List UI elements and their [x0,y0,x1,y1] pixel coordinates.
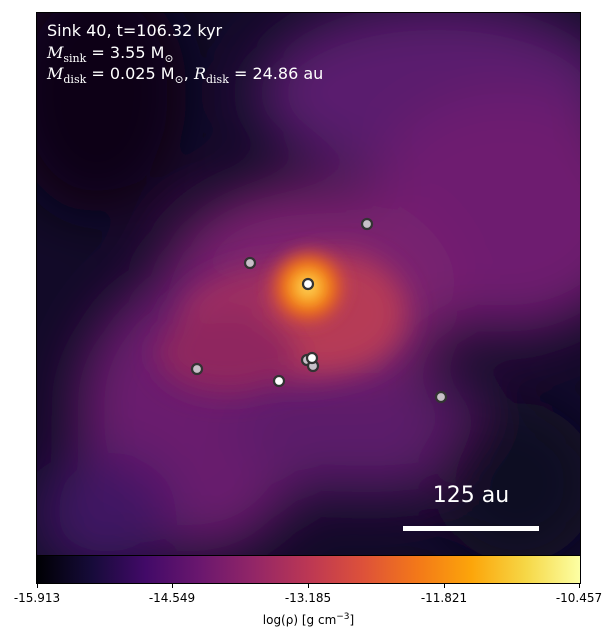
sink-marker [360,217,374,231]
colorbar-tick-label-3: -13.185 [284,591,332,605]
colorbar-gradient [37,556,580,583]
sink-marker [305,351,319,365]
gas-filaments [37,13,580,556]
sink-particles [190,217,448,404]
sink-marker [301,277,315,291]
colorbar-tick-4 [444,583,445,588]
colorbar-tick-label-1: -15.913 [13,591,61,605]
colorbar-tick-2 [172,583,173,588]
density-map [37,13,580,556]
sink-marker [434,390,448,404]
colorbar-tick-1 [37,583,38,588]
scalebar-line [403,526,539,531]
colorbar-tick-3 [308,583,309,588]
colorbar-tick-label-2: -14.549 [148,591,196,605]
colorbar-tick-5 [579,583,580,588]
sink-time-label: Sink 40, t=106.32 kyr [47,21,223,40]
colorbar-tick-label-4: -11.821 [420,591,468,605]
sink-marker [190,362,204,376]
colorbar [36,555,581,584]
density-projection-panel: Sink 40, t=106.32 kyr Msink = 3.55 M⊙ Md… [36,12,581,557]
disk-properties-label: Mdisk = 0.025 M⊙, Rdisk = 24.86 au [47,64,324,87]
colorbar-tick-label-5: -10.457 [555,591,603,605]
colorbar-label: log(ρ) [g cm−3] [262,612,355,627]
sink-mass-label: Msink = 3.55 M⊙ [47,43,174,66]
sink-marker [272,374,286,388]
sink-marker [243,256,257,270]
